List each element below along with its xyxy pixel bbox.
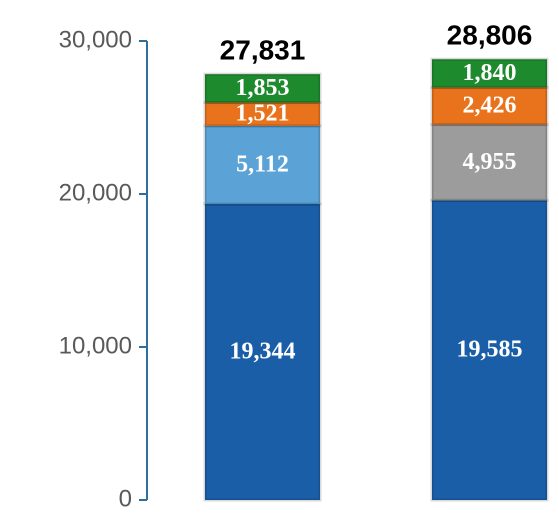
y-tick-label: 10,000 <box>59 332 132 359</box>
segment-label: 5,112 <box>236 151 289 177</box>
bar-segment <box>203 124 322 206</box>
y-tick-label: 0 <box>119 485 132 512</box>
total-label: 27,831 <box>220 35 306 66</box>
bar-segment <box>430 57 549 89</box>
bar-segment <box>203 202 322 502</box>
segment-label: 19,585 <box>457 337 523 363</box>
segment-label: 1,840 <box>463 60 517 86</box>
bar-segment <box>203 101 322 128</box>
segment-label: 1,521 <box>236 101 290 127</box>
y-tick-label: 30,000 <box>59 26 132 53</box>
y-tick-label: 20,000 <box>59 179 132 206</box>
bar-segment <box>430 198 549 502</box>
segment-label: 4,955 <box>463 149 517 175</box>
segment-label: 19,344 <box>230 339 296 365</box>
bar-segment <box>430 123 549 202</box>
segment-label: 1,853 <box>236 75 290 101</box>
total-label: 28,806 <box>447 20 533 51</box>
bar-segment <box>203 72 322 105</box>
segment-label: 2,426 <box>463 92 517 118</box>
